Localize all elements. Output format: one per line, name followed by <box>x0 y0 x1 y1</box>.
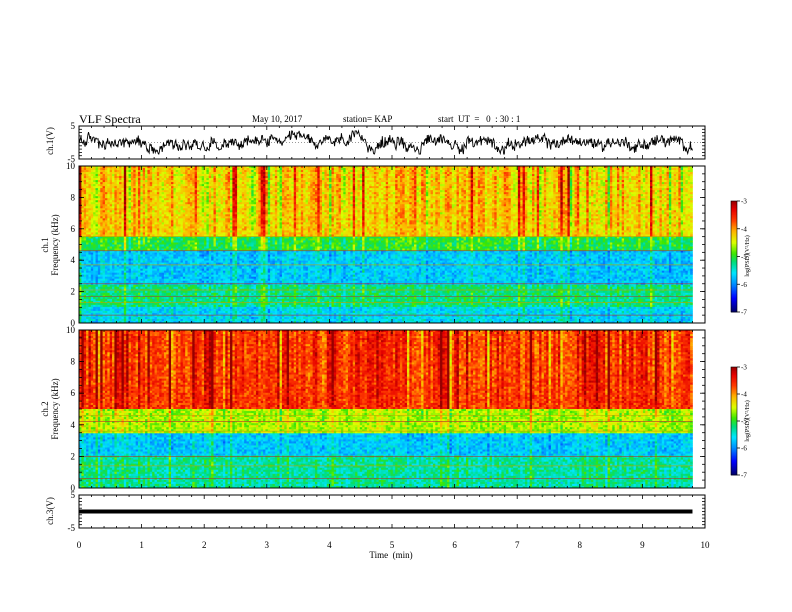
ch2-spectrogram-colorbar-tick-label: -3 <box>741 364 747 372</box>
chart-date: May 10, 2017 <box>252 114 303 124</box>
ch2-spectrogram-colorbar-tick-label: -7 <box>741 472 747 480</box>
ch1-spectrogram-ylabel-frequency: Frequency (kHz) <box>50 214 60 275</box>
time-tick-label: 0 <box>77 540 82 550</box>
ch1-waveform-panel: 5-5 <box>68 121 706 164</box>
time-tick-label: 5 <box>390 540 395 550</box>
ch2-spectrogram-ytick-label: 6 <box>71 388 76 398</box>
time-tick-label: 2 <box>202 540 207 550</box>
time-tick-label: 8 <box>578 540 583 550</box>
time-tick-label: 10 <box>701 540 711 550</box>
ch2-spectrogram-ylabel-channel: ch.2 <box>40 401 50 416</box>
chart-title: VLF Spectra <box>79 112 141 126</box>
ch1-spectrogram-cells <box>79 166 693 323</box>
ch1-waveform-ylabel: ch.1(V) <box>45 127 55 155</box>
ch2-spectrogram-colorbar-tick-label: -4 <box>741 391 747 399</box>
ch1-spectrogram-colorbar-tick-label: -6 <box>741 281 747 289</box>
ch2-spectrogram-ytick-label: 4 <box>71 420 76 430</box>
time-tick-label: 1 <box>139 540 144 550</box>
time-tick-label: 4 <box>327 540 332 550</box>
ch1-spectrogram-colorbar-tick-label: -4 <box>741 225 747 233</box>
ch1-spectrogram-ylabel-channel: ch.1 <box>40 237 50 252</box>
ch1-spectrogram-ytick-label: 8 <box>71 192 76 202</box>
ch1-waveform-line <box>79 131 693 154</box>
chart-station: station= KAP <box>343 114 392 124</box>
ch3-waveform-ylabel: ch.3(V) <box>45 497 55 525</box>
ch3-waveform-ytick-label: -5 <box>68 523 76 533</box>
ch1-spectrogram-ytick-label: 10 <box>66 161 76 171</box>
ch1-spectrogram-ytick-label: 2 <box>71 287 76 297</box>
time-axis-label: Time (min) <box>369 550 412 560</box>
ch2-spectrogram-colorbar-tick-label: -6 <box>741 445 747 453</box>
colorbar1-label: log(PSD)(V²/Hz) <box>744 235 751 276</box>
ch1-spectrogram-ytick-label: 6 <box>71 224 76 234</box>
time-tick-label: 3 <box>265 540 270 550</box>
time-tick-label: 6 <box>452 540 457 550</box>
ch1-waveform-ytick-label: 5 <box>71 121 76 131</box>
ch3-waveform-ytick-label: 5 <box>71 490 76 500</box>
ch1-spectrogram-ytick-label: 4 <box>71 255 76 265</box>
ch2-spectrogram-ylabel-frequency: Frequency (kHz) <box>50 378 60 439</box>
ch2-spectrogram-cells <box>79 330 693 488</box>
chart-start-ut: start UT = 0 : 30 : 1 <box>438 114 520 124</box>
ch2-spectrogram-ytick-label: 10 <box>66 325 76 335</box>
ch1-spectrogram-colorbar-tick-label: -7 <box>741 309 747 317</box>
time-axis: 0 1 2 3 4 5 6 7 8 9 10 <box>77 540 710 550</box>
ch2-spectrogram-ytick-label: 8 <box>71 357 76 367</box>
ch2-spectrogram-ytick-label: 2 <box>71 451 76 461</box>
ch3-waveform-panel: 5 -5 <box>68 490 706 533</box>
colorbar2-label: log(PSD)(V²/Hz) <box>744 400 751 441</box>
ch1-spectrogram-colorbar-tick-label: -3 <box>741 198 747 206</box>
time-tick-label: 9 <box>640 540 645 550</box>
time-tick-label: 7 <box>515 540 520 550</box>
